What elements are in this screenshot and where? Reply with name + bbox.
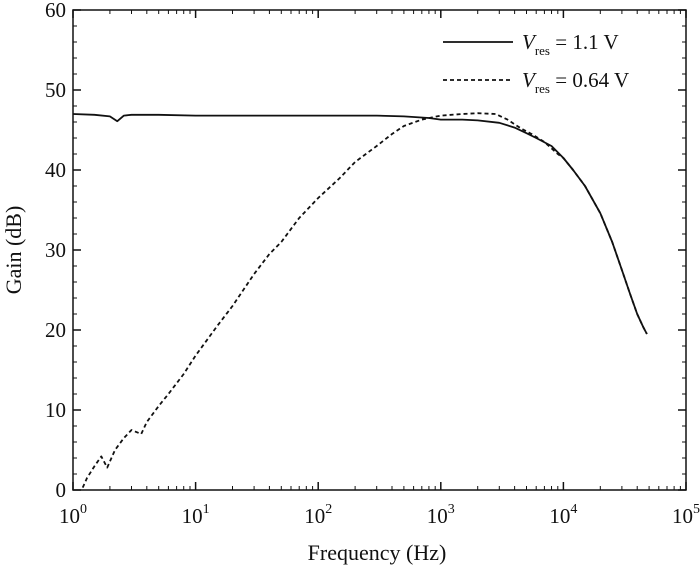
y-tick-label: 40 [45,158,66,182]
x-tick-label: 104 [549,502,577,528]
y-tick-label: 10 [45,398,66,422]
series-line-2 [81,112,648,488]
x-tick-label: 100 [59,502,87,528]
legend-label-1: Vres = 1.1 V [522,30,619,58]
x-tick-label: 105 [672,502,700,528]
axes-group: 0 10 20 30 40 50 60 100 101 102 103 104 105 [45,0,700,528]
x-tick-label: 103 [427,502,455,528]
series-group [72,112,648,488]
legend-label-2: Vres = 0.64 V [522,68,629,96]
legend: Vres = 1.1 V Vres = 0.64 V [443,30,629,96]
x-axis-label: Frequency (Hz) [308,540,447,565]
y-tick-label: 20 [45,318,66,342]
y-axis-label: Gain (dB) [1,206,26,295]
y-tick-label: 0 [56,478,67,502]
y-tick-label: 60 [45,0,66,22]
y-tick-label: 50 [45,78,66,102]
series-line-1 [72,113,648,335]
x-tick-label: 102 [304,502,332,528]
y-tick-label: 30 [45,238,66,262]
x-tick-label: 101 [182,502,210,528]
